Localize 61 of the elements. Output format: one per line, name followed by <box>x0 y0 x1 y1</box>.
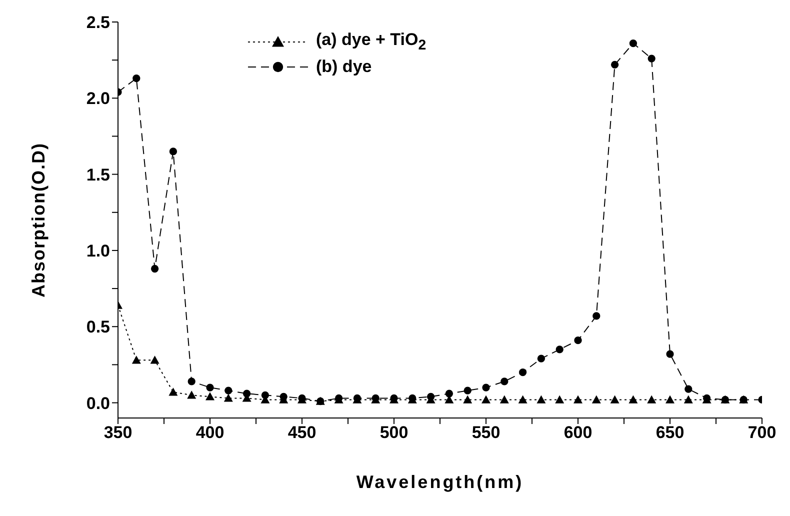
point <box>224 386 232 394</box>
point <box>132 74 140 82</box>
point <box>150 264 159 273</box>
point <box>648 54 656 62</box>
point <box>206 392 214 400</box>
point <box>555 395 564 404</box>
point <box>168 388 178 396</box>
point <box>574 395 582 404</box>
point <box>647 395 656 404</box>
text: 0.0 <box>86 394 110 413</box>
point <box>261 391 270 399</box>
y-tick-label: 1.5 <box>86 165 110 184</box>
x-tick-label: 700 <box>748 423 776 442</box>
x-tick-label: 600 <box>564 423 592 442</box>
point <box>592 395 601 404</box>
y-tick-label: 2.5 <box>86 13 110 32</box>
point <box>206 384 214 392</box>
point <box>500 395 509 404</box>
point <box>518 395 528 404</box>
point <box>556 346 564 354</box>
point <box>188 378 196 386</box>
point <box>242 390 251 398</box>
point <box>280 392 288 400</box>
point <box>518 368 527 376</box>
point <box>132 356 141 364</box>
y-tick-label: 1.0 <box>86 241 110 260</box>
point <box>629 40 638 48</box>
point <box>536 395 546 404</box>
x-tick-label: 550 <box>472 423 500 442</box>
point <box>592 312 600 320</box>
x-tick-label: 350 <box>104 423 132 442</box>
point <box>169 148 178 156</box>
x-tick-label: 450 <box>288 423 316 442</box>
point <box>482 395 490 404</box>
point <box>610 60 619 68</box>
point <box>628 395 638 404</box>
y-tick-label: 2.0 <box>86 89 110 108</box>
point <box>684 385 692 393</box>
point <box>187 390 196 399</box>
x-tick-label: 400 <box>196 423 224 442</box>
x-tick-label: 650 <box>656 423 684 442</box>
point <box>224 394 233 402</box>
y-tick-label: 0.5 <box>86 318 110 337</box>
point <box>684 395 693 404</box>
point <box>574 336 582 344</box>
point <box>426 392 435 400</box>
y-axis-title: Absorption(O.D) <box>28 142 48 298</box>
legend-label: (a) dye + TiO$_{2}$ <box>316 30 426 54</box>
point <box>666 350 674 358</box>
point <box>445 390 454 398</box>
point <box>500 378 508 386</box>
point <box>537 354 546 362</box>
point <box>150 356 160 364</box>
point <box>666 395 674 404</box>
point <box>482 384 490 392</box>
point <box>464 386 472 394</box>
point <box>463 395 472 404</box>
point <box>610 395 620 404</box>
legend-label: (b) dye <box>316 57 372 78</box>
x-tick-label: 500 <box>380 423 408 442</box>
x-axis-title: Wavelength(nm) <box>356 472 524 492</box>
